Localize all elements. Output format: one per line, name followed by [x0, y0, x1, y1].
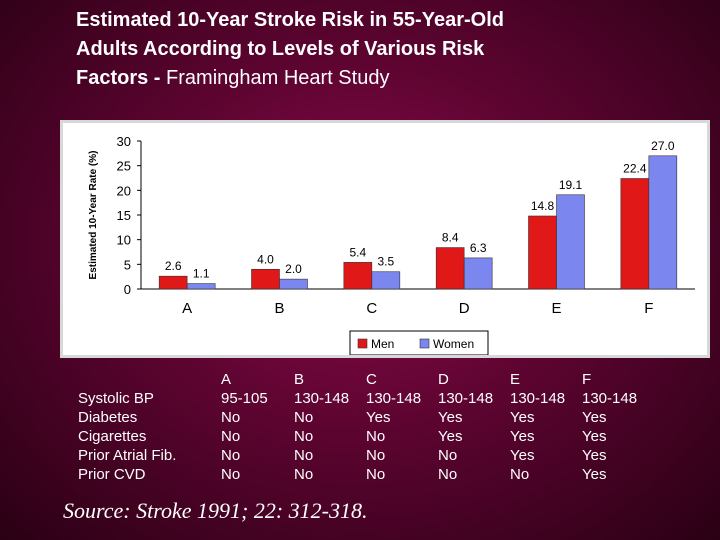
data-label: 4.0 — [257, 252, 274, 266]
bar-women-d — [463, 257, 493, 290]
table-cell: 130-148 — [582, 390, 638, 407]
slide-title: Estimated 10-Year Stroke Risk in 55-Year… — [76, 6, 546, 93]
data-label: 27.0 — [651, 139, 675, 153]
table-cell: 130-148 — [510, 390, 566, 407]
y-tick-label: 15 — [117, 208, 131, 223]
table-cell: 130-148 — [366, 390, 422, 407]
data-label: 8.4 — [442, 231, 459, 245]
x-tick-label: E — [551, 300, 561, 317]
bar-women-c — [371, 271, 401, 290]
table-cell: Yes — [366, 409, 391, 426]
data-label: 2.6 — [165, 259, 182, 273]
table-cell: No — [221, 409, 241, 426]
bar-men-c — [343, 262, 373, 290]
table-cell: No — [294, 447, 314, 464]
row-label: Prior CVD — [78, 466, 146, 483]
table-cell: Yes — [582, 428, 607, 445]
data-label: 14.8 — [531, 199, 555, 213]
column-header: B — [294, 371, 305, 388]
data-label: 5.4 — [349, 245, 366, 259]
table-cell: 130-148 — [294, 390, 350, 407]
y-axis-label: Estimated 10-Year Rate (%) — [88, 151, 99, 280]
table-cell: No — [438, 447, 458, 464]
data-label: 3.5 — [377, 255, 394, 269]
y-tick-label: 20 — [117, 183, 131, 198]
table-cell: No — [366, 447, 386, 464]
table-column-b: B 130-148 No No No No — [294, 370, 374, 484]
source-citation: Source: Stroke 1991; 22: 312-318. — [63, 498, 368, 523]
x-tick-label: B — [274, 300, 284, 317]
row-label: Prior Atrial Fib. — [78, 447, 177, 464]
legend-swatch-men — [357, 338, 368, 349]
chart-panel: Estimated 10-Year Rate (%) 0 5 10 15 20 25 30 2.… — [60, 120, 710, 358]
table-cell: 130-148 — [438, 390, 494, 407]
table-cell: Yes — [510, 447, 535, 464]
title-study: Framingham Heart Study — [166, 67, 390, 89]
table-cell: Yes — [582, 409, 607, 426]
legend-box — [349, 330, 489, 355]
y-tick-label: 5 — [124, 257, 131, 272]
table-column-d: D 130-148 Yes Yes No No — [438, 370, 518, 484]
table-cell: No — [294, 466, 314, 483]
legend-swatch-women — [419, 338, 430, 349]
bar-women-f — [648, 155, 678, 290]
column-header: F — [582, 371, 592, 388]
title-main: Estimated 10-Year Stroke Risk in 55-Year… — [76, 9, 504, 89]
bar-chart: Estimated 10-Year Rate (%) 0 5 10 15 20 25 30 2.… — [88, 134, 695, 355]
bar-women-e — [556, 194, 585, 290]
row-labels: Systolic BP Diabetes Cigarettes Prior At… — [78, 389, 218, 484]
bar-men-e — [528, 215, 557, 290]
column-header: C — [366, 371, 377, 388]
table-cell: No — [294, 428, 314, 445]
bar-men-d — [435, 247, 465, 290]
table-column-c: C 130-148 Yes No No No — [366, 370, 446, 484]
table-cell: Yes — [582, 466, 607, 483]
table-cell: Yes — [438, 428, 463, 445]
row-label: Diabetes — [78, 409, 138, 426]
table-cell: No — [366, 428, 386, 445]
column-header: E — [510, 371, 521, 388]
table-column-f: F 130-148 Yes Yes Yes Yes — [582, 370, 662, 484]
legend-label-men: Men — [371, 337, 394, 351]
table-column-a: A 95-105 No No No No — [221, 370, 301, 484]
y-tick-label: 30 — [117, 134, 131, 149]
bar-men-a — [158, 275, 188, 290]
column-header: D — [438, 371, 449, 388]
table-cell: Yes — [438, 409, 463, 426]
table-cell: No — [294, 409, 314, 426]
table-cell: No — [221, 447, 241, 464]
data-label: 19.1 — [559, 178, 583, 192]
x-tick-label: C — [366, 300, 377, 317]
table-column-e: E 130-148 Yes Yes Yes No — [510, 370, 590, 484]
table-cell: Yes — [510, 428, 535, 445]
data-label: 2.0 — [285, 262, 302, 276]
row-label: Systolic BP — [78, 390, 154, 407]
legend-label-women: Women — [433, 337, 474, 351]
y-tick-label: 10 — [117, 233, 131, 248]
table-cell: 95-105 — [221, 390, 268, 407]
table-cell: Yes — [510, 409, 535, 426]
column-header: A — [221, 371, 232, 388]
bar-women-b — [279, 278, 308, 290]
table-cell: No — [221, 428, 241, 445]
y-tick-label: 0 — [124, 282, 131, 297]
bar-women-a — [186, 283, 216, 290]
data-label: 1.1 — [193, 267, 210, 281]
table-cell: Yes — [582, 447, 607, 464]
bar-men-f — [620, 178, 650, 290]
row-label: Cigarettes — [78, 428, 147, 445]
y-tick-label: 25 — [117, 159, 131, 174]
table-cell: No — [221, 466, 241, 483]
data-label: 22.4 — [623, 161, 647, 175]
x-tick-label: A — [182, 300, 192, 317]
table-cell: No — [510, 466, 530, 483]
x-tick-label: F — [644, 300, 653, 317]
table-cell: No — [438, 466, 458, 483]
data-label: 6.3 — [470, 241, 487, 255]
bar-men-b — [251, 268, 280, 290]
x-tick-label: D — [459, 300, 470, 317]
table-cell: No — [366, 466, 386, 483]
